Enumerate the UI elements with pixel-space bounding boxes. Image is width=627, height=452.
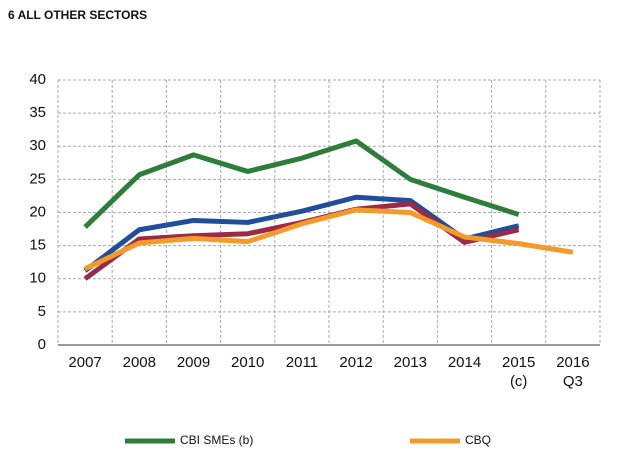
x-tick-label: Q3 xyxy=(563,373,583,390)
series-line xyxy=(83,138,520,229)
series-line xyxy=(84,207,574,272)
y-tick-label: 35 xyxy=(29,104,46,121)
y-tick-label: 30 xyxy=(29,137,46,154)
y-tick-label: 20 xyxy=(29,203,46,220)
x-tick-label: 2016 xyxy=(556,354,589,371)
legend-label: CBI SMEs (b) xyxy=(180,433,253,447)
x-tick-label: 2009 xyxy=(177,354,210,371)
x-tick-label: 2014 xyxy=(448,354,481,371)
y-tick-label: 0 xyxy=(38,336,46,353)
x-tick-label: 2013 xyxy=(394,354,427,371)
legend-label: CBQ xyxy=(465,433,491,447)
chart-title: 6 ALL OTHER SECTORS xyxy=(8,8,147,22)
x-tick-label: 2011 xyxy=(286,354,318,371)
x-tick-label: 2010 xyxy=(231,354,264,371)
y-tick-label: 40 xyxy=(29,71,46,88)
y-tick-label: 5 xyxy=(38,303,46,320)
x-tick-label: 2007 xyxy=(68,354,101,371)
y-tick-label: 15 xyxy=(29,237,46,254)
x-tick-label: 2008 xyxy=(123,354,156,371)
x-tick-label: (c) xyxy=(510,373,528,390)
x-tick-label: 2012 xyxy=(339,354,372,371)
y-tick-label: 25 xyxy=(29,170,46,187)
y-tick-label: 10 xyxy=(29,270,46,287)
x-tick-label: 2015 xyxy=(502,354,535,371)
